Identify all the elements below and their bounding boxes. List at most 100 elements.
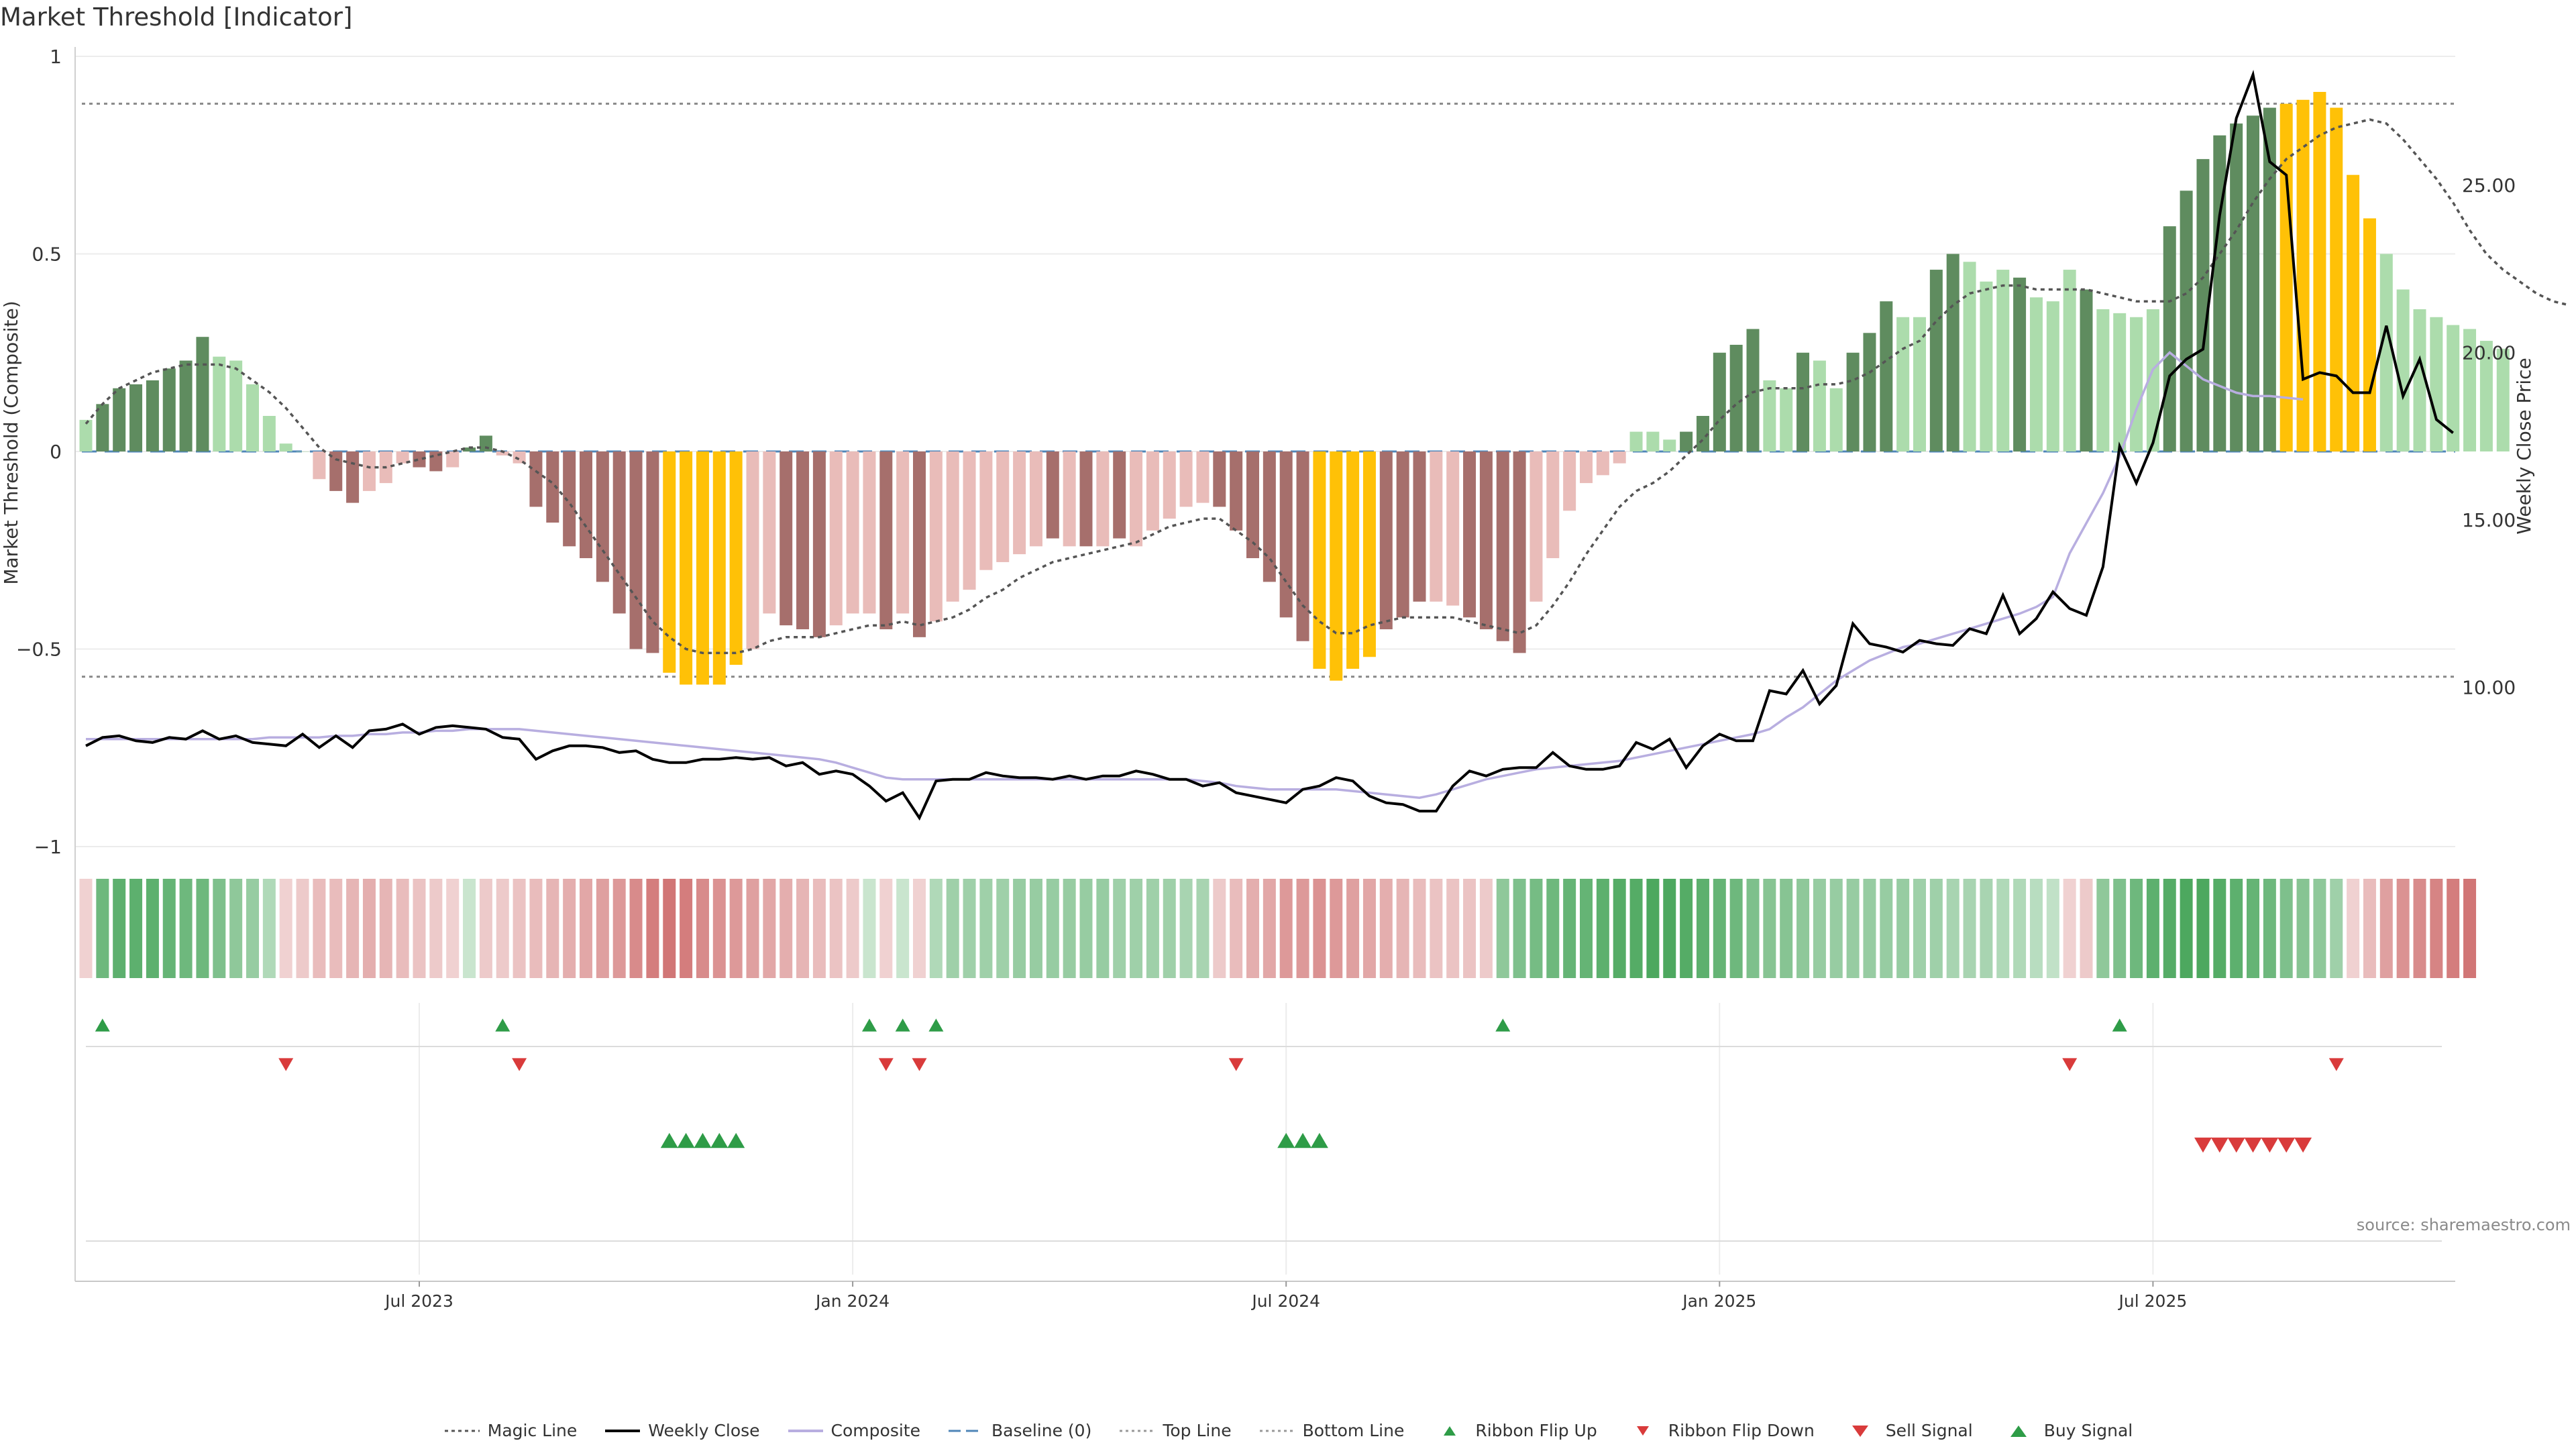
- composite-bar: [1546, 451, 1560, 559]
- legend-item: Buy Signal: [2000, 1421, 2133, 1440]
- ribbon-cell: [863, 879, 876, 978]
- ribbon-cell: [1646, 879, 1660, 978]
- ribbon-cell: [2029, 879, 2043, 978]
- ribbon-cell: [1213, 879, 1226, 978]
- composite-bar: [1413, 451, 1426, 602]
- ribbon-cell: [1046, 879, 1059, 978]
- y2-tick-label: 25.00: [2462, 174, 2516, 197]
- composite-bar: [1663, 439, 1676, 451]
- ribbon-cell: [1996, 879, 2010, 978]
- ribbon-cell: [929, 879, 943, 978]
- composite-bar: [1096, 451, 1110, 547]
- composite-bar: [2029, 297, 2043, 451]
- legend: Magic Line Weekly Close Composite Baseline …: [0, 1421, 2576, 1442]
- composite-bars: [79, 92, 2510, 685]
- ribbon-cell: [1413, 879, 1426, 978]
- y2-tick-label: 20.00: [2462, 342, 2516, 364]
- composite-bar: [2096, 309, 2110, 451]
- composite-bar: [79, 419, 93, 451]
- ribbon-cell: [2013, 879, 2027, 978]
- composite-bar: [2363, 218, 2376, 451]
- composite-bar: [1529, 451, 1543, 602]
- ribbon-cell: [1680, 879, 1693, 978]
- composite-bar: [2263, 107, 2276, 451]
- ribbon-cell: [663, 879, 676, 978]
- composite-bar: [2330, 107, 2343, 451]
- composite-bar: [246, 384, 259, 451]
- composite-bar: [1896, 317, 1910, 451]
- composite-bar: [879, 451, 893, 630]
- buy-signal-marker: [1294, 1132, 1312, 1148]
- sell-signal-marker: [2294, 1137, 2312, 1153]
- composite-bar: [1613, 451, 1626, 464]
- ribbon-cell: [1113, 879, 1126, 978]
- ribbon-cell: [946, 879, 959, 978]
- composite-bar: [1230, 451, 1243, 531]
- ribbon-cell: [1946, 879, 1960, 978]
- composite-bar: [2130, 317, 2143, 451]
- buy-signal-marker: [1310, 1132, 1328, 1148]
- composite-bar: [1046, 451, 1059, 539]
- x-tick-label: Jan 2024: [814, 1291, 890, 1311]
- ribbon-cell: [1813, 879, 1826, 978]
- ribbon-cell: [963, 879, 976, 978]
- ribbon-cell: [996, 879, 1010, 978]
- composite-bar: [646, 451, 659, 653]
- composite-bar: [829, 451, 843, 626]
- composite-bar: [2063, 270, 2076, 451]
- ribbon-cell: [1580, 879, 1593, 978]
- ribbon-cell: [2296, 879, 2310, 978]
- ribbon-cell: [2196, 879, 2210, 978]
- composite-bar: [1813, 360, 1826, 451]
- composite-bar: [213, 356, 226, 451]
- composite-bar: [1146, 451, 1159, 531]
- composite-bar: [413, 451, 426, 468]
- composite-bar: [1929, 270, 1943, 451]
- composite-bar: [1629, 431, 1643, 451]
- composite-bar: [2046, 301, 2059, 451]
- buy-signal-marker: [1277, 1132, 1295, 1148]
- ribbon-cell: [1780, 879, 1793, 978]
- ribbon-cell: [1379, 879, 1393, 978]
- composite-bar: [2113, 313, 2127, 451]
- legend-label: Top Line: [1163, 1421, 1232, 1440]
- ribbon-cell: [1279, 879, 1293, 978]
- composite-bar: [463, 447, 476, 451]
- buy-signal-marker: [710, 1132, 729, 1148]
- triangle-up-green-icon: [2000, 1424, 2037, 1438]
- ribbon-cell: [1980, 879, 1993, 978]
- composite-bar: [896, 451, 910, 614]
- composite-bar: [1863, 333, 1876, 451]
- y-tick-label: −0.5: [16, 639, 62, 661]
- ribbon-cell: [479, 879, 492, 978]
- composite-bar: [262, 415, 276, 451]
- composite-bar: [329, 451, 343, 491]
- ribbon-flip-down-marker: [2328, 1058, 2344, 1071]
- composite-bar: [796, 451, 810, 630]
- ribbon-cell: [179, 879, 193, 978]
- ribbon-cell: [496, 879, 509, 978]
- ribbon-cell: [213, 879, 226, 978]
- ribbon-cell: [1446, 879, 1460, 978]
- ribbon-cell: [1563, 879, 1576, 978]
- ribbon-cell: [413, 879, 426, 978]
- composite-bar: [663, 451, 676, 673]
- ribbon-cell: [262, 879, 276, 978]
- composite-bar: [279, 443, 292, 451]
- ribbon-cell: [446, 879, 460, 978]
- ribbon-cell: [2163, 879, 2176, 978]
- ribbon-cell: [896, 879, 910, 978]
- ribbon-cell: [1146, 879, 1159, 978]
- composite-bar: [2479, 341, 2493, 451]
- composite-bar: [229, 360, 243, 451]
- ribbon-cell: [596, 879, 609, 978]
- y-tick-label: 0.5: [32, 244, 62, 266]
- ribbon-flip-up-marker: [495, 1018, 511, 1032]
- ribbon-cell: [529, 879, 543, 978]
- ribbon-cell: [1313, 879, 1326, 978]
- triangle-up-green-small-icon: [1431, 1424, 1468, 1438]
- composite-bar: [113, 388, 126, 451]
- ribbon-cell: [829, 879, 843, 978]
- ribbon-cell: [580, 879, 592, 978]
- composite-bar: [1880, 301, 1893, 451]
